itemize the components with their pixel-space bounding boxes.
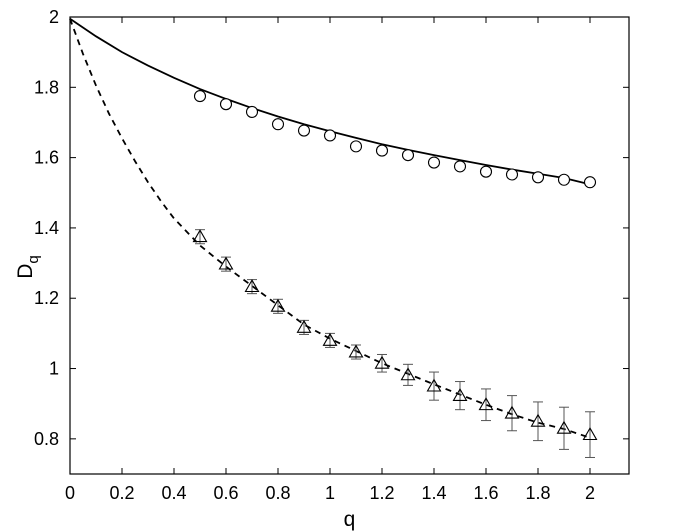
fit-curve-dashed: [69, 18, 591, 439]
circle-point-6: [349, 140, 363, 153]
circle-point-4: [297, 124, 311, 137]
circle-point-3: [271, 118, 285, 131]
triangle-point-5: [322, 332, 338, 346]
triangle-point-0: [192, 229, 208, 243]
x-tick-label-4: 0.8: [265, 483, 290, 503]
x-tick-label-0: 0: [65, 483, 75, 503]
y-tick-label-4: 1.6: [34, 148, 59, 168]
circle-point-2: [245, 105, 259, 118]
y-tick-label-2: 1.2: [34, 288, 59, 308]
y-tick-label-5: 1.8: [34, 77, 59, 97]
y-tick-label-3: 1.4: [34, 218, 59, 238]
circle-point-10: [453, 160, 467, 173]
triangle-point-6: [348, 344, 364, 358]
circle-point-14: [557, 173, 571, 186]
x-tick-label-6: 1.2: [369, 483, 394, 503]
triangle-point-9: [426, 378, 442, 392]
circle-point-11: [479, 165, 493, 178]
x-tick-label-10: 2: [585, 483, 595, 503]
y-tick-label-0: 0.8: [34, 429, 59, 449]
circle-point-8: [401, 149, 415, 162]
x-tick-label-3: 0.6: [213, 483, 238, 503]
y-axis-label: Dq: [14, 255, 42, 279]
triangle-point-1: [218, 256, 234, 270]
triangle-point-8: [400, 367, 416, 381]
circle-point-1: [219, 98, 233, 111]
plot-frame: [69, 16, 630, 475]
y-axis-label-main: D: [14, 264, 37, 279]
triangle-point-7: [374, 355, 390, 369]
fit-curves: [69, 18, 591, 439]
y-tick-label-1: 1: [49, 359, 59, 379]
triangle-point-2: [244, 279, 260, 293]
circle-point-12: [505, 168, 519, 181]
circle-point-15: [583, 176, 597, 189]
x-tick-label-2: 0.4: [161, 483, 186, 503]
x-tick-label-7: 1.4: [421, 483, 446, 503]
x-tick-label-1: 0.2: [109, 483, 134, 503]
circle-point-7: [375, 144, 389, 157]
circle-point-0: [193, 90, 207, 103]
triangle-point-14: [556, 420, 572, 434]
y-tick-label-6: 2: [49, 7, 59, 27]
x-tick-label-8: 1.6: [473, 483, 498, 503]
triangle-point-10: [452, 387, 468, 402]
data-markers: [192, 90, 598, 458]
triangle-point-15: [582, 427, 598, 441]
triangle-point-3: [270, 298, 286, 312]
triangle-point-12: [504, 405, 520, 419]
circle-point-9: [427, 156, 441, 169]
x-tick-label-9: 1.8: [525, 483, 550, 503]
x-axis-label: q: [344, 508, 356, 531]
triangle-point-4: [296, 319, 312, 333]
y-axis-label-subscript: q: [25, 255, 42, 263]
triangle-point-11: [478, 397, 494, 411]
axis-ticks: 0 0.2 0.4 0.6 0.8 1 1.2 1.4 1.6 1.8 2 0.8 1 1.2 1.4 1.6…: [34, 7, 629, 503]
circle-point-5: [323, 129, 337, 142]
x-tick-label-5: 1: [325, 483, 335, 503]
triangle-point-13: [530, 413, 546, 427]
circle-point-13: [531, 171, 545, 184]
fit-curve-solid: [69, 18, 591, 186]
